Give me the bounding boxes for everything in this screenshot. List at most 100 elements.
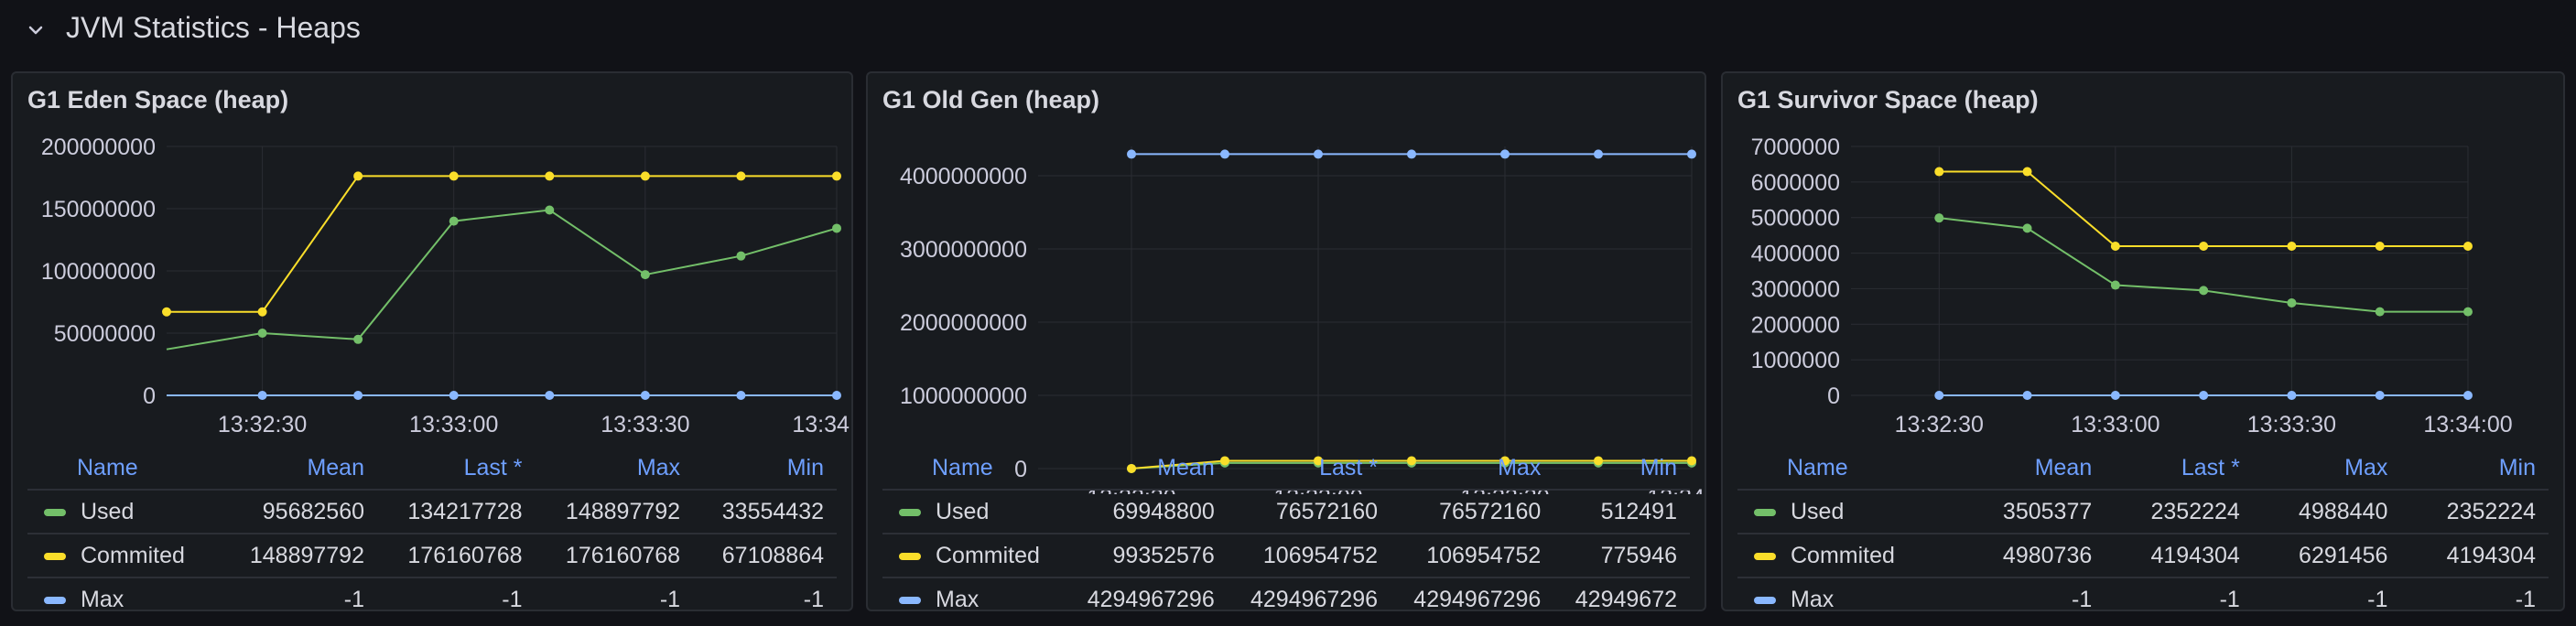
data-point-commited[interactable] — [2199, 242, 2209, 252]
legend-header-min[interactable]: Min — [1553, 447, 1690, 491]
data-point-used[interactable] — [736, 251, 746, 261]
data-point-max[interactable] — [1407, 149, 1416, 159]
data-point-max[interactable] — [545, 391, 555, 400]
data-point-max[interactable] — [1314, 149, 1323, 159]
legend-header-name[interactable]: Name — [1737, 447, 1957, 491]
data-point-used[interactable] — [545, 205, 555, 215]
data-point-commited[interactable] — [353, 171, 363, 181]
legend-header-mean[interactable]: Mean — [219, 447, 377, 491]
legend-series-name[interactable]: Used — [27, 490, 220, 534]
legend-header-mean[interactable]: Mean — [1956, 447, 2105, 491]
data-point-commited[interactable] — [2375, 242, 2385, 252]
data-point-commited[interactable] — [545, 171, 555, 181]
legend-header-name[interactable]: Name — [27, 447, 220, 491]
legend-row-commited[interactable]: Commited 99352576 106954752 106954752 77… — [882, 534, 1690, 578]
legend-series-name[interactable]: Used — [1737, 490, 1957, 534]
legend-row-max[interactable]: Max -1 -1 -1 -1 — [27, 577, 837, 610]
data-point-used[interactable] — [257, 329, 267, 338]
data-point-max[interactable] — [1934, 391, 1944, 401]
legend-header-min[interactable]: Min — [2400, 447, 2549, 491]
data-point-used[interactable] — [2110, 280, 2120, 290]
legend-row-max[interactable]: Max 4294967296 4294967296 4294967296 429… — [882, 577, 1690, 610]
legend-series-name[interactable]: Commited — [1737, 534, 1957, 578]
data-point-max[interactable] — [640, 391, 650, 400]
data-point-max[interactable] — [2110, 391, 2120, 401]
data-point-commited[interactable] — [736, 171, 746, 181]
legend-header-mean[interactable]: Mean — [1064, 447, 1228, 491]
legend-row-used[interactable]: Used 95682560 134217728 148897792 335544… — [27, 490, 837, 534]
legend-series-name[interactable]: Commited — [882, 534, 1065, 578]
legend-table: Name Mean Last * Max Min Used 3505377 23… — [1737, 447, 2549, 610]
legend-series-name[interactable]: Commited — [27, 534, 220, 578]
data-point-commited[interactable] — [1934, 167, 1944, 177]
data-point-commited[interactable] — [162, 307, 171, 317]
data-point-commited[interactable] — [2022, 167, 2032, 177]
legend-row-commited[interactable]: Commited 4980736 4194304 6291456 4194304 — [1737, 534, 2549, 578]
data-point-commited[interactable] — [257, 307, 267, 317]
line-chart[interactable]: 0 50000000 100000000 150000000 200000000 13:3… — [13, 128, 853, 439]
data-point-max[interactable] — [736, 391, 746, 400]
series-line-commited[interactable] — [167, 175, 837, 313]
data-point-used[interactable] — [1934, 213, 1944, 223]
panel-g1-survivor-space[interactable]: G1 Survivor Space (heap) 0 1000000 2000000… — [1721, 71, 2565, 611]
data-point-max[interactable] — [449, 391, 459, 400]
data-point-used[interactable] — [2199, 286, 2209, 296]
legend-series-name[interactable]: Max — [27, 577, 220, 610]
data-point-max[interactable] — [2287, 391, 2297, 401]
legend-header-last[interactable]: Last * — [377, 447, 536, 491]
data-point-commited[interactable] — [449, 171, 459, 181]
data-point-max[interactable] — [832, 391, 841, 400]
series-name: Max — [936, 586, 980, 610]
data-point-max[interactable] — [2463, 391, 2473, 401]
legend-header-max[interactable]: Max — [1391, 447, 1554, 491]
series-line-used[interactable] — [166, 209, 838, 351]
legend-header-name[interactable]: Name — [882, 447, 1065, 491]
legend-series-name[interactable]: Used — [882, 490, 1065, 534]
x-tick-label: 13:33:30 — [2247, 412, 2336, 437]
legend-header-max[interactable]: Max — [2252, 447, 2401, 491]
data-point-max[interactable] — [2199, 391, 2209, 401]
legend-series-name[interactable]: Max — [882, 577, 1065, 610]
data-point-used[interactable] — [2022, 223, 2032, 233]
legend-header-last[interactable]: Last * — [2105, 447, 2253, 491]
data-point-used[interactable] — [832, 223, 841, 233]
data-point-commited[interactable] — [2110, 242, 2120, 252]
legend-header-min[interactable]: Min — [693, 447, 837, 491]
legend-header-max[interactable]: Max — [535, 447, 694, 491]
chevron-down-icon[interactable] — [26, 20, 46, 40]
row-header[interactable]: JVM Statistics - Heaps — [0, 0, 2576, 59]
series-line-commited[interactable] — [1939, 170, 2468, 248]
legend-header-last[interactable]: Last * — [1227, 447, 1391, 491]
data-point-used[interactable] — [2287, 297, 2297, 308]
data-point-commited[interactable] — [2463, 242, 2473, 252]
series-line-used[interactable] — [1939, 217, 2468, 313]
data-point-used[interactable] — [353, 334, 363, 344]
data-point-used[interactable] — [640, 270, 650, 280]
data-point-used[interactable] — [449, 216, 459, 226]
legend-mean: 99352576 — [1064, 534, 1228, 578]
legend-row-used[interactable]: Used 3505377 2352224 4988440 2352224 — [1737, 490, 2549, 534]
legend-row-used[interactable]: Used 69948800 76572160 76572160 512491 — [882, 490, 1690, 534]
data-point-max[interactable] — [1500, 149, 1510, 159]
data-point-max[interactable] — [2375, 391, 2385, 401]
data-point-max[interactable] — [1594, 149, 1603, 159]
data-point-used[interactable] — [2375, 307, 2385, 317]
data-point-max[interactable] — [353, 391, 363, 400]
data-point-used[interactable] — [2463, 307, 2473, 317]
line-chart[interactable]: 0100000000020000000003000000000400000000… — [868, 128, 1706, 494]
data-point-commited[interactable] — [832, 171, 841, 181]
legend-row-max[interactable]: Max -1 -1 -1 -1 — [1737, 577, 2549, 610]
data-point-max[interactable] — [1220, 149, 1229, 159]
panel-g1-eden-space[interactable]: G1 Eden Space (heap) 0 50000000 100000000 1… — [11, 71, 853, 611]
data-point-commited[interactable] — [640, 171, 650, 181]
data-point-max[interactable] — [257, 391, 267, 400]
data-point-max[interactable] — [1127, 149, 1136, 159]
legend-row-commited[interactable]: Commited 148897792 176160768 176160768 6… — [27, 534, 837, 578]
data-point-commited[interactable] — [2287, 242, 2297, 252]
panel-g1-old-gen[interactable]: G1 Old Gen (heap) 0 1000000000 2000000000 3… — [866, 71, 1706, 611]
line-chart[interactable]: 0 1000000 2000000 3000000 4000000 5000000 6000… — [1723, 128, 2565, 439]
legend-min: 67108864 — [693, 534, 837, 578]
legend-series-name[interactable]: Max — [1737, 577, 1957, 610]
data-point-max[interactable] — [2022, 391, 2032, 401]
data-point-max[interactable] — [1687, 149, 1696, 159]
